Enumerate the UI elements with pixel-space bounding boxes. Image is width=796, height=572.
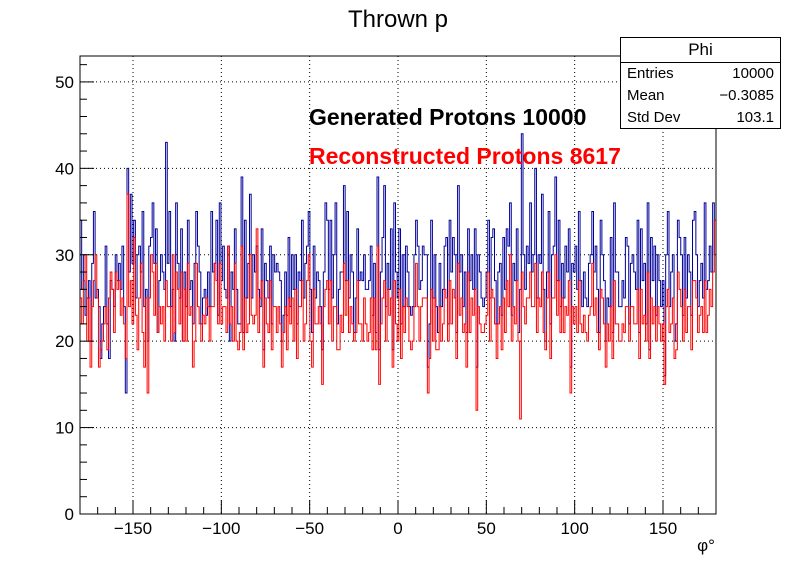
- series-generated-line: [80, 133, 716, 394]
- stats-value: −0.3085: [719, 87, 774, 104]
- stats-title: Phi: [621, 38, 780, 63]
- series-layer: [80, 133, 716, 420]
- y-tick-label: 10: [55, 419, 74, 438]
- x-tick-label: 100: [560, 519, 588, 538]
- stats-value: 103.1: [736, 109, 774, 126]
- stats-label: Entries: [627, 65, 674, 82]
- x-tick-label: 50: [477, 519, 496, 538]
- stats-label: Std Dev: [627, 109, 681, 126]
- x-tick-label: −150: [114, 519, 152, 538]
- x-tick-label: −100: [202, 519, 240, 538]
- x-tick-label: −50: [295, 519, 324, 538]
- annotation-generated: Generated Protons 10000: [309, 104, 586, 130]
- annotation-reconstructed: Reconstructed Protons 8617: [309, 143, 621, 169]
- axes: −150 −100 −50 0 50 100 150 0 10 20 30 40 50: [55, 64, 699, 538]
- stats-box: Phi Entries 10000 Mean −0.3085 Std Dev 1…: [620, 37, 781, 129]
- stats-value: 10000: [732, 65, 774, 82]
- y-tick-label: 0: [65, 505, 74, 524]
- y-tick-label: 40: [55, 159, 74, 178]
- series-reconstructed-line: [80, 193, 716, 420]
- y-tick-label: 30: [55, 246, 74, 265]
- stats-label: Mean: [627, 87, 665, 104]
- chart-title: Thrown p: [348, 6, 448, 33]
- x-axis-label: φ°: [697, 536, 715, 555]
- stats-row-stddev: Std Dev 103.1: [621, 107, 780, 129]
- x-tick-label: 0: [393, 519, 402, 538]
- y-tick-label: 20: [55, 332, 74, 351]
- stats-row-entries: Entries 10000: [621, 63, 780, 85]
- stats-row-mean: Mean −0.3085: [621, 85, 780, 107]
- y-tick-label: 50: [55, 73, 74, 92]
- x-tick-label: 150: [649, 519, 677, 538]
